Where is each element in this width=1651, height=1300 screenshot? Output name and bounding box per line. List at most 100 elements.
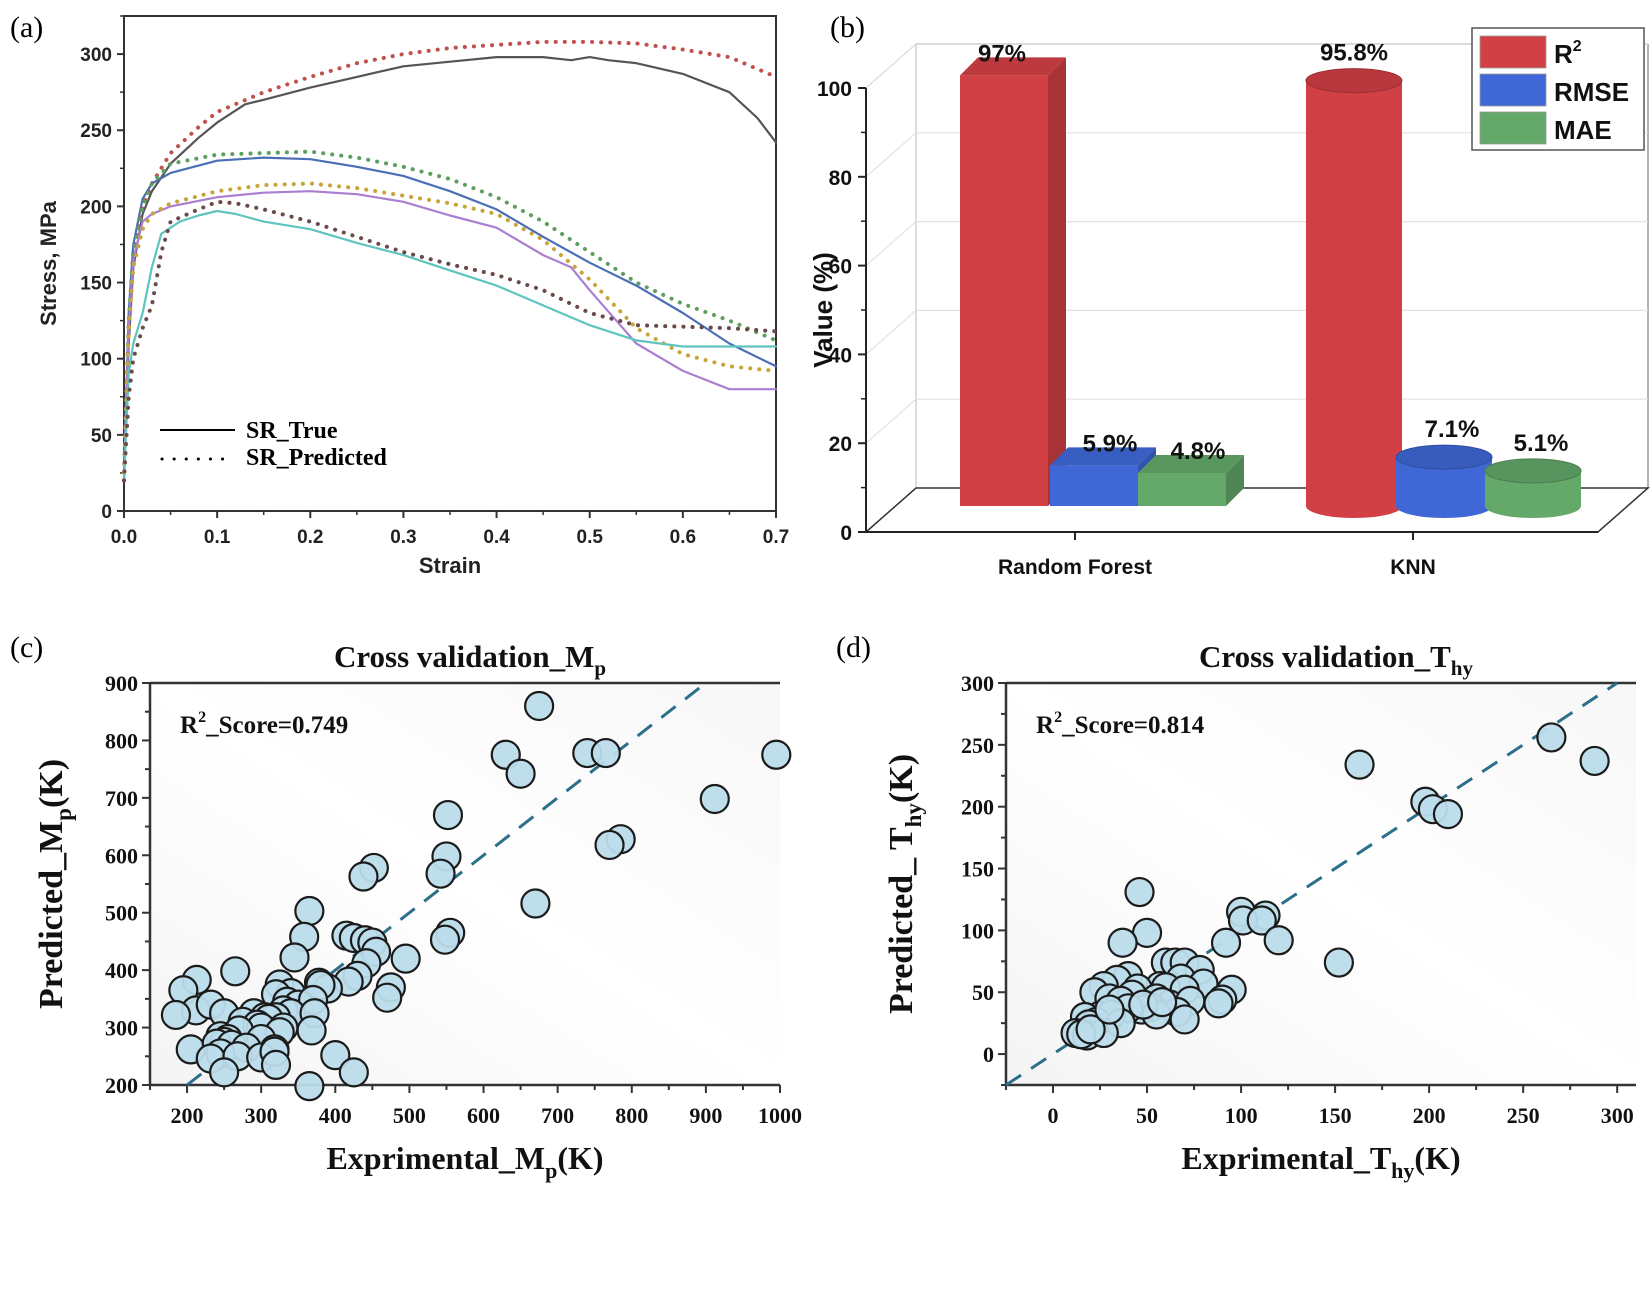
- bar-r2-random-forest: [960, 75, 1048, 506]
- x-tick-label: 300: [1601, 1103, 1634, 1128]
- bar-r2-knn: [1306, 80, 1402, 506]
- data-point: [520, 888, 551, 919]
- y-tick-label: 300: [80, 45, 112, 66]
- annotation-sup: 2: [198, 709, 206, 726]
- x-tick-label: 0.6: [670, 527, 696, 548]
- series-line-pred-3: [122, 181, 778, 475]
- data-point: [1432, 799, 1464, 830]
- annotation-sup: 2: [1054, 709, 1062, 726]
- data-point: [1094, 994, 1125, 1025]
- series-line-true-3: [122, 190, 778, 474]
- cylinder-top: [1305, 68, 1403, 94]
- series-line-true-1: [122, 55, 778, 482]
- data-point: [1169, 1004, 1200, 1035]
- x-tick-label: 0.3: [390, 527, 416, 548]
- depth-gridline: [865, 43, 917, 89]
- y-tick-label: 150: [961, 857, 994, 882]
- legend-swatch-r: [1479, 35, 1547, 69]
- data-point: [279, 942, 310, 973]
- legend-swatch-mae: [1479, 111, 1547, 145]
- depth-gridline: [865, 398, 917, 444]
- y-tick-label: 300: [105, 1016, 138, 1041]
- bar-data-label: 95.8%: [1320, 40, 1388, 67]
- x-tick-label: 50: [1136, 1103, 1158, 1128]
- data-point: [1146, 987, 1178, 1018]
- y-tick-label: 200: [961, 795, 994, 820]
- data-point: [294, 1071, 325, 1102]
- y-tick-label: 250: [961, 733, 994, 758]
- x-tick-label: KNN: [1390, 556, 1436, 579]
- data-point: [425, 858, 456, 889]
- y-label-subscript: hy: [901, 803, 926, 828]
- y-label-suffix: (K): [33, 759, 70, 808]
- bar-data-label: 5.1%: [1514, 430, 1569, 457]
- x-tick-label: 0: [1048, 1103, 1059, 1128]
- y-label-subscript: p: [51, 808, 76, 821]
- y-tick-label: 50: [91, 426, 112, 447]
- data-point: [1246, 905, 1277, 936]
- data-point: [372, 982, 403, 1013]
- depth-gridline: [865, 310, 917, 355]
- x-label-text: Exprimental_M: [326, 1140, 545, 1176]
- annotation-rest: _Score=0.814: [1061, 712, 1205, 739]
- title-subscript: hy: [1451, 656, 1474, 680]
- x-tick-label: 0.7: [763, 527, 789, 548]
- cylinder-base: [1485, 494, 1581, 518]
- data-point: [348, 861, 379, 892]
- legend-label-rmse: RMSE: [1554, 77, 1629, 107]
- x-tick-label: 200: [1413, 1103, 1446, 1128]
- data-point: [1579, 745, 1610, 777]
- data-point: [1536, 722, 1567, 753]
- x-tick-label: 900: [689, 1103, 722, 1128]
- data-point: [160, 999, 192, 1031]
- series-line-pred-1: [122, 39, 778, 483]
- x-label-subscript: hy: [1391, 1158, 1414, 1183]
- bar-data-label: 5.9%: [1083, 430, 1138, 457]
- panel-label-a: (a): [10, 11, 43, 44]
- data-point: [320, 1040, 351, 1071]
- bar-top-mae-rf: [1138, 454, 1244, 473]
- bar-mae-random-forest: [1138, 472, 1226, 506]
- data-point: [1107, 927, 1138, 958]
- x-tick-label: 800: [615, 1103, 648, 1128]
- x-tick-label: 600: [467, 1103, 500, 1128]
- y-tick-label: 60: [829, 256, 852, 279]
- series-line-true-4: [122, 209, 778, 482]
- annotation-text: R: [1036, 712, 1055, 739]
- y-tick-label: 200: [105, 1073, 138, 1098]
- x-tick-label: 1000: [758, 1103, 802, 1128]
- legend-swatch-rmse: [1479, 73, 1547, 107]
- bar-rmse-random-forest: [1050, 465, 1138, 506]
- y-label-suffix: (K): [883, 754, 920, 803]
- x-tick-label: 200: [171, 1103, 204, 1128]
- y-tick-label: 100: [961, 918, 994, 943]
- data-point: [209, 1057, 240, 1088]
- x-tick-label: 0.1: [204, 527, 231, 548]
- data-point: [338, 1057, 369, 1088]
- data-point: [594, 829, 625, 861]
- panel-label-d: (d): [836, 631, 871, 664]
- r2-score-annotation: R2_Score=0.814: [1036, 709, 1205, 739]
- y-tick-label: 100: [80, 350, 112, 371]
- data-point: [432, 799, 464, 831]
- panel-label-b: (b): [830, 11, 865, 44]
- data-point: [220, 956, 251, 987]
- legend-label-predicted: SR_Predicted: [246, 445, 388, 471]
- cross-validation-mp-chart: 200 300 400 500 600 700 800 900 1000 200 300 400 500…: [33, 639, 802, 1183]
- bar-data-label: 97%: [978, 40, 1026, 67]
- cylinder-top: [1484, 458, 1582, 484]
- x-label-text: Exprimental_T: [1181, 1140, 1391, 1176]
- data-point: [390, 943, 421, 974]
- x-label-subscript: p: [545, 1158, 557, 1183]
- data-point: [524, 690, 555, 722]
- data-point: [429, 924, 461, 955]
- y-tick-label: 40: [829, 344, 852, 367]
- data-point: [1075, 1014, 1106, 1045]
- y-tick-label: 800: [105, 728, 138, 753]
- x-tick-label: Random Forest: [998, 556, 1152, 579]
- x-tick-label: 700: [541, 1103, 574, 1128]
- y-axis-label: Predicted_ Thy(K): [883, 754, 926, 1014]
- title-text: Cross validation_M: [334, 639, 594, 674]
- x-tick-label: 0.4: [483, 527, 510, 548]
- legend-label-text: RMSE: [1554, 77, 1629, 107]
